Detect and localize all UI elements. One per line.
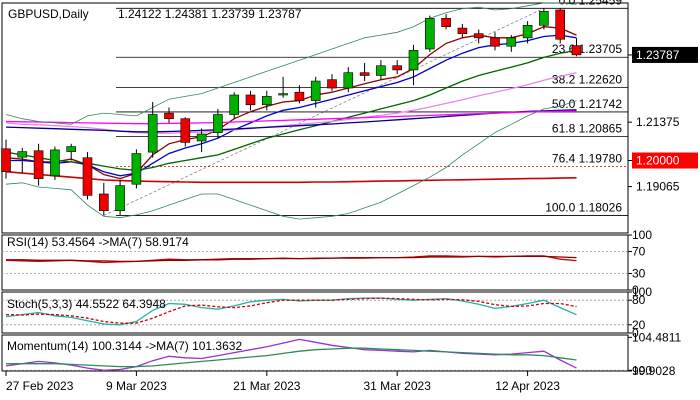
bull-candle [131, 153, 142, 185]
bear-candle [1, 148, 11, 172]
fib-level-label: 0.0 1.25459 [559, 0, 623, 7]
fib-trend-line [103, 7, 545, 216]
fib-level-label: 100.0 1.18026 [545, 201, 622, 215]
fib-level-label: 61.8 1.20865 [552, 121, 622, 135]
bull-candle [408, 50, 419, 71]
fib-level-label: 38.2 1.22620 [552, 72, 622, 86]
stoch-tick-label: 100 [632, 285, 652, 299]
rsi-panel: 100 70 30 0 [1, 228, 652, 297]
price-panel: 0.0 1.25459 23.6 1.23705 38.2 1.22620 50.0 … [1, 0, 698, 234]
bear-candle [473, 33, 484, 39]
rsi-header: RSI(14) 53.4564 ->MA(7) 58.9174 [7, 235, 189, 249]
indicator-line-2 [5, 49, 577, 171]
price-frame [1, 2, 629, 234]
x-tick-label: 12 Apr 2023 [495, 379, 560, 393]
bull-candle [376, 65, 386, 76]
rsi-tick-label: 100 [632, 228, 652, 242]
indicator-line-8 [5, 100, 577, 220]
rsi-tick-label: 70 [632, 245, 646, 259]
bull-candle [506, 37, 517, 47]
price-tick-label: 1.21375 [636, 115, 680, 129]
bear-candle [245, 94, 256, 106]
bear-candle [164, 112, 174, 119]
bear-candle [99, 193, 109, 211]
stoch-header: Stoch(5,3,3) 44.5522 64.3948 [7, 297, 166, 311]
bull-candle [66, 146, 76, 152]
symbol-label: GBPUSD,Daily [8, 7, 89, 21]
x-tick-label: 27 Feb 2023 [6, 379, 74, 393]
momentum-frame [1, 334, 629, 372]
x-axis: 27 Feb 2023 9 Mar 2023 21 Mar 2023 31 Mar 2… [5, 371, 560, 393]
price-tick-label: 1.19065 [636, 180, 680, 194]
rsi-series-1 [6, 255, 577, 263]
stoch-series-0 [5, 297, 577, 326]
rsi-frame [1, 234, 629, 291]
stoch-tick-label: 20 [632, 318, 646, 332]
bear-candle [327, 79, 337, 89]
x-tick-label: 9 Mar 2023 [106, 379, 167, 393]
momentum-tick-label: 100 [632, 363, 652, 377]
bear-candle [441, 18, 451, 27]
bull-candle [424, 18, 435, 50]
indicator-line-1 [6, 34, 577, 177]
momentum-header: Momentum(14) 100.3144 ->MA(7) 101.3632 [7, 339, 242, 353]
bull-candle [310, 80, 321, 101]
indicator-line-6 [5, 170, 577, 184]
indicator-line-5 [5, 110, 577, 125]
momentum-series-0 [5, 338, 577, 371]
rsi-tick-label: 30 [632, 267, 646, 281]
bear-candle [82, 157, 93, 196]
indicator-line-3 [5, 72, 577, 134]
momentum-tick-label: 104.4811 [632, 330, 681, 344]
level-price-label: 1.20000 [636, 154, 680, 168]
stoch-series-1 [5, 297, 577, 324]
bull-candle [278, 93, 288, 96]
bull-candle [213, 114, 223, 133]
ohlc-header: 1.24122 1.24381 1.23739 1.23787 [118, 7, 302, 21]
stoch-tick-label: 0 [632, 326, 639, 340]
current-price-box [632, 46, 698, 63]
bull-candle [115, 185, 125, 211]
bear-candle [359, 72, 370, 76]
stoch-tick-label: 80 [632, 293, 646, 307]
bear-candle [555, 9, 566, 40]
bear-candle [294, 91, 305, 101]
fib-level-label: 50.0 1.21742 [552, 97, 622, 111]
bull-candle [522, 25, 533, 39]
indicator-line-7 [5, 2, 577, 125]
bull-candle [539, 11, 549, 26]
fib-level-label: 76.4 1.19780 [552, 152, 622, 166]
bull-candle [147, 114, 158, 153]
bull-candle [343, 72, 354, 89]
stoch-frame [1, 291, 629, 334]
level-price-box [632, 152, 698, 169]
bull-candle [261, 96, 272, 106]
bull-candle [17, 151, 28, 158]
bear-candle [33, 150, 44, 179]
rsi-tick-label: 0 [632, 283, 639, 297]
bull-candle [229, 94, 239, 115]
x-tick-label: 31 Mar 2023 [364, 379, 432, 393]
bear-candle [490, 37, 500, 47]
current-price-label: 1.23787 [636, 48, 680, 62]
fib-level-label: 23.6 1.23705 [552, 42, 622, 56]
bear-candle [571, 45, 582, 56]
momentum-series-1 [6, 347, 577, 368]
bear-candle [457, 27, 468, 34]
bear-candle [392, 65, 403, 71]
bull-candle [50, 149, 60, 177]
x-tick-label: 21 Mar 2023 [233, 379, 301, 393]
momentum-tick-label: 99.9028 [632, 364, 676, 378]
bear-candle [180, 118, 191, 143]
bull-candle [196, 133, 207, 142]
